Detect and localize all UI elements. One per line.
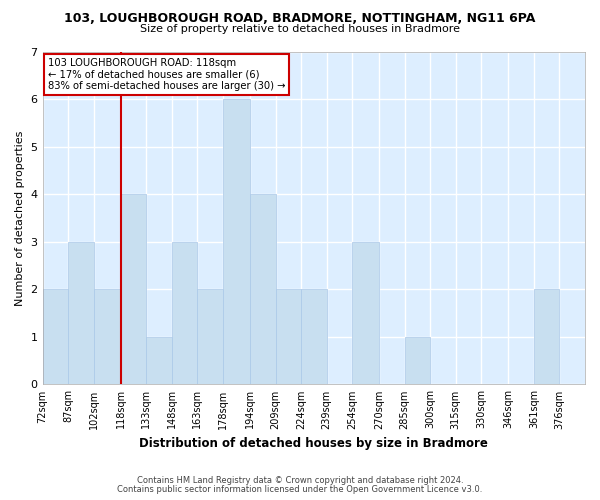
Bar <box>301 290 326 384</box>
Bar <box>121 194 146 384</box>
Text: 103 LOUGHBOROUGH ROAD: 118sqm
← 17% of detached houses are smaller (6)
83% of se: 103 LOUGHBOROUGH ROAD: 118sqm ← 17% of d… <box>48 58 286 92</box>
Bar <box>223 99 250 384</box>
Bar <box>534 290 559 384</box>
Bar <box>68 242 94 384</box>
Y-axis label: Number of detached properties: Number of detached properties <box>15 130 25 306</box>
Text: Contains public sector information licensed under the Open Government Licence v3: Contains public sector information licen… <box>118 485 482 494</box>
Bar <box>43 290 68 384</box>
Text: Size of property relative to detached houses in Bradmore: Size of property relative to detached ho… <box>140 24 460 34</box>
Bar <box>250 194 275 384</box>
Bar <box>172 242 197 384</box>
Bar <box>197 290 223 384</box>
X-axis label: Distribution of detached houses by size in Bradmore: Distribution of detached houses by size … <box>139 437 488 450</box>
Bar <box>405 337 430 384</box>
Bar <box>94 290 121 384</box>
Text: 103, LOUGHBOROUGH ROAD, BRADMORE, NOTTINGHAM, NG11 6PA: 103, LOUGHBOROUGH ROAD, BRADMORE, NOTTIN… <box>64 12 536 26</box>
Bar <box>275 290 301 384</box>
Bar <box>352 242 379 384</box>
Bar <box>146 337 172 384</box>
Text: Contains HM Land Registry data © Crown copyright and database right 2024.: Contains HM Land Registry data © Crown c… <box>137 476 463 485</box>
